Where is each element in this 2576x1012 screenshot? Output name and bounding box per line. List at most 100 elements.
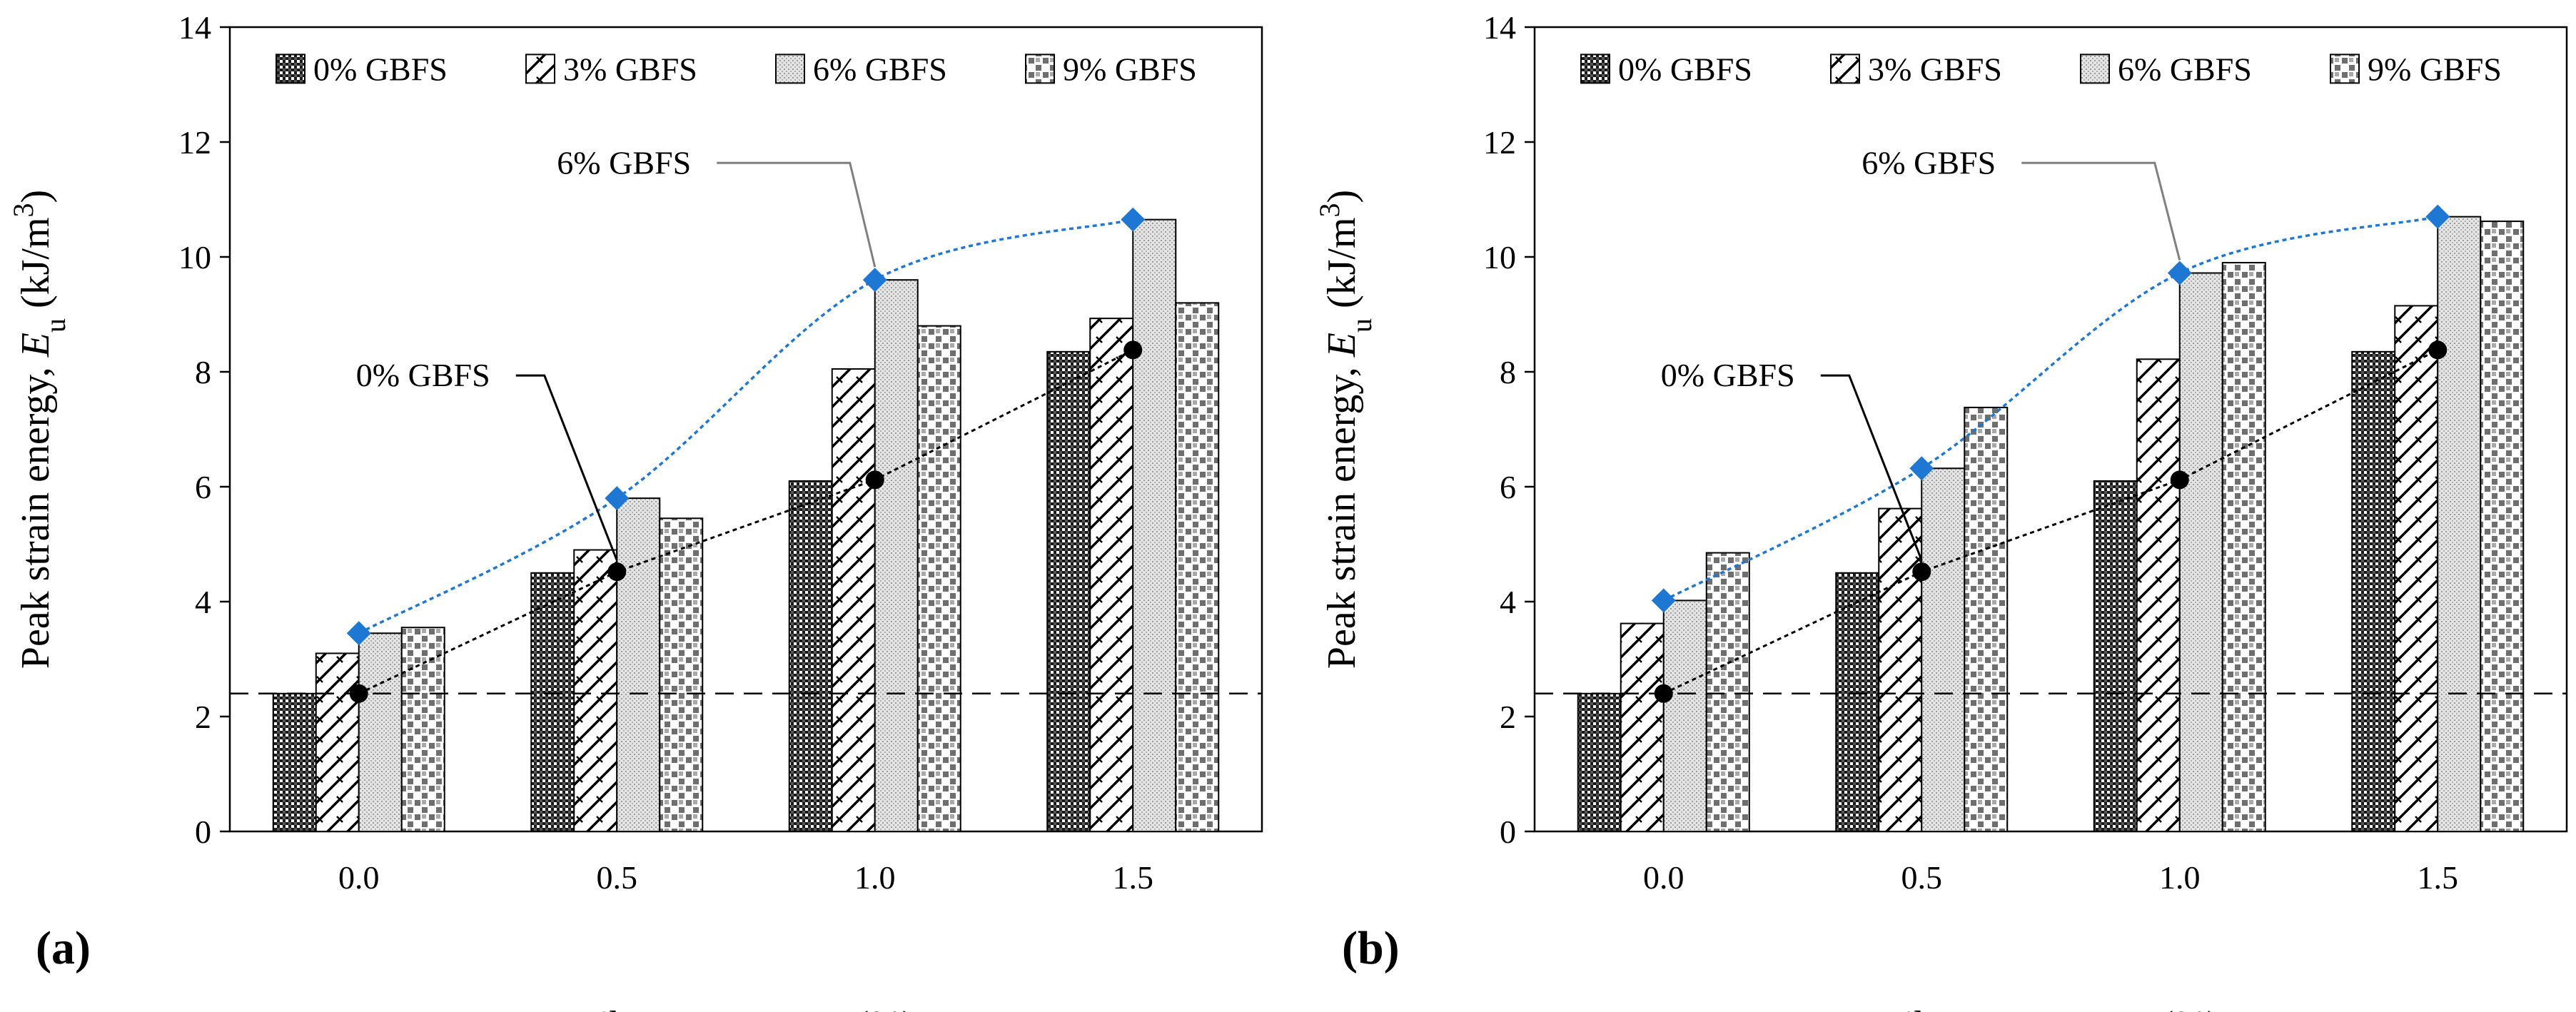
y-tick-label: 8	[195, 354, 211, 390]
panel-label: (b)	[1342, 922, 1400, 974]
marker-0-gbfs	[607, 562, 627, 582]
trend-line-6-gbfs	[1662, 215, 2438, 602]
x-tick-label: 1.5	[2418, 859, 2459, 896]
legend-swatch-1	[525, 54, 555, 84]
bar-1-2	[831, 368, 876, 832]
bar-2-0	[358, 632, 403, 833]
x-tick-label: 1.5	[1113, 859, 1154, 896]
y-label-ylabel_unit: (kJ/m	[1320, 217, 1364, 318]
y-tick-label: 12	[1483, 124, 1516, 161]
bar-1-0	[1620, 622, 1665, 833]
legend-swatch-2	[2080, 54, 2110, 84]
chart-panel-b: 0 2 4 6 8 10 12 14 0.0 0.5 1.0 1.5 6% GBFS 0% GBFS 0% …	[1313, 9, 2568, 1012]
y-label-ylabel_var: E	[1320, 333, 1364, 358]
x-tick-label: 0.5	[1901, 859, 1943, 896]
bar-3-2	[2221, 262, 2266, 832]
bar-0-1	[530, 572, 575, 832]
annotation-6-leader	[2021, 161, 2181, 260]
y-tick-label: 14	[1483, 9, 1516, 46]
legend-swatch-0	[276, 54, 305, 84]
bar-1-2	[2136, 358, 2181, 833]
x-tick-label: 0.0	[1643, 859, 1684, 896]
marker-0-gbfs	[865, 470, 884, 490]
legend-label-3: 9% GBFS	[2368, 51, 2502, 87]
marker-6-gbfs	[346, 621, 371, 646]
y-tick-label: 0	[1500, 814, 1516, 850]
y-label-ylabel_sub: u	[39, 318, 71, 333]
bar-0-2	[2093, 480, 2138, 832]
x-tick-label: 1.0	[2159, 859, 2201, 896]
x-tick-label: 1.0	[854, 859, 896, 896]
annotation-0-leader	[1820, 374, 1923, 561]
annotation-6-gbfs: 6% GBFS	[1862, 144, 1996, 181]
x-axis-label: Fiber content, Fc (%)	[1882, 1003, 2221, 1012]
bar-2-2	[874, 279, 919, 832]
x-label-xlabel: Fiber content,	[1882, 1003, 2113, 1012]
x-label-xlabel_var: F	[808, 1003, 834, 1012]
y-tick-label: 0	[195, 814, 211, 850]
plot-frame	[1533, 26, 2568, 833]
annotation-0-leader	[515, 374, 618, 561]
bar-1-1	[573, 549, 618, 832]
y-label-ylabel_sup: 3	[7, 203, 39, 217]
bar-0-1	[1835, 572, 1880, 832]
annotation-6-gbfs: 6% GBFS	[557, 144, 691, 181]
legend-swatch-3	[1025, 54, 1055, 84]
y-label-ylabel_sup: 3	[1313, 203, 1345, 217]
y-label-ylabel_sub: u	[1345, 318, 1378, 333]
y-axis-label: Peak strain energy, Eu (kJ/m3)	[1313, 190, 1378, 669]
bar-3-0	[1705, 552, 1750, 832]
legend-label-2: 6% GBFS	[813, 51, 947, 87]
panel-label: (a)	[36, 922, 91, 974]
y-axis-label: Peak strain energy, Eu (kJ/m3)	[7, 190, 71, 669]
y-label-ylabel_close: )	[1320, 190, 1364, 203]
legend-label-1: 3% GBFS	[563, 51, 697, 87]
bar-0-3	[1046, 350, 1091, 832]
legend-swatch-1	[1830, 54, 1860, 84]
marker-0-gbfs	[2428, 340, 2448, 360]
bar-1-0	[315, 652, 360, 833]
x-tick-label: 0.0	[338, 859, 380, 896]
bar-2-3	[2437, 216, 2482, 832]
x-label-xlabel_var: F	[2113, 1003, 2138, 1012]
bar-2-1	[616, 497, 661, 832]
y-tick-label: 10	[1483, 239, 1516, 275]
y-tick-label: 4	[195, 584, 211, 620]
x-tick-label: 0.5	[597, 859, 638, 896]
y-label-ylabel_unit: (kJ/m	[14, 217, 58, 318]
legend-swatch-2	[775, 54, 805, 84]
trend-line-0-gbfs	[358, 349, 1133, 695]
trend-line-6-gbfs	[358, 218, 1133, 634]
bar-1-1	[1878, 507, 1923, 833]
bar-3-3	[1175, 302, 1220, 832]
legend-swatch-3	[2330, 54, 2360, 84]
y-label-ylabel: Peak strain energy,	[1320, 357, 1364, 669]
y-tick-label: 4	[1500, 584, 1516, 620]
marker-0-gbfs	[2170, 470, 2189, 490]
bar-2-2	[2178, 272, 2223, 833]
marker-6-gbfs	[1121, 207, 1146, 232]
y-tick-label: 14	[178, 9, 211, 46]
bar-3-1	[659, 517, 704, 833]
legend-swatch-0	[1580, 54, 1610, 84]
x-label-xlabel_unit: (%)	[2151, 1003, 2221, 1012]
y-label-ylabel_var: E	[14, 333, 58, 358]
legend-label-1: 3% GBFS	[1868, 51, 2002, 87]
bar-0-0	[1577, 692, 1622, 832]
bar-3-2	[916, 325, 961, 833]
marker-6-gbfs	[605, 486, 630, 511]
bar-2-3	[1132, 218, 1177, 832]
annotation-0-gbfs: 0% GBFS	[356, 357, 490, 393]
marker-0-gbfs	[1123, 340, 1143, 360]
y-tick-label: 6	[1500, 469, 1516, 505]
y-tick-label: 12	[178, 124, 211, 161]
bar-1-3	[2394, 305, 2439, 832]
chart-panel-a: 0 2 4 6 8 10 12 14 0.0 0.5 1.0 1.5 6% GBFS 0% GBFS 0% …	[7, 9, 1263, 1012]
x-label-xlabel_unit: (%)	[846, 1003, 916, 1012]
bar-3-0	[400, 627, 445, 832]
y-tick-label: 6	[195, 469, 211, 505]
x-axis-label: Fiber content, Fc (%)	[577, 1003, 916, 1012]
bar-3-1	[1964, 406, 2009, 832]
legend-label-3: 9% GBFS	[1063, 51, 1197, 87]
